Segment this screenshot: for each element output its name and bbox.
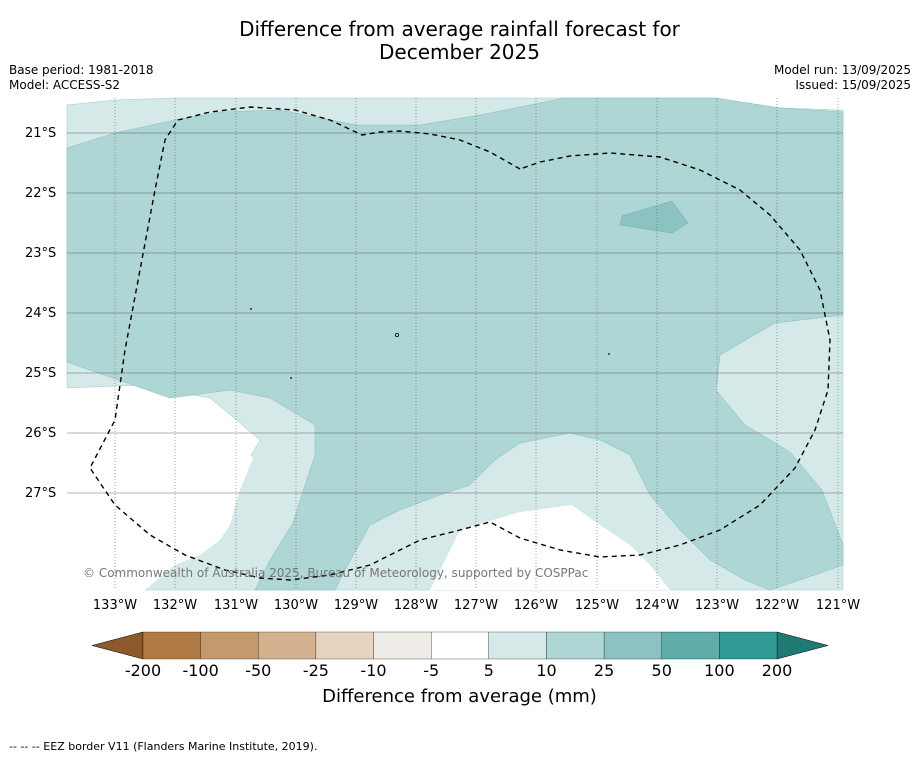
lon-label: 123°W bbox=[694, 598, 740, 613]
title-line-2: December 2025 bbox=[379, 40, 540, 64]
lon-label: 127°W bbox=[453, 598, 499, 613]
lon-label: 122°W bbox=[754, 598, 800, 613]
lat-label: 22°S bbox=[25, 186, 57, 201]
lon-label: 131°W bbox=[213, 598, 259, 613]
copyright-notice: © Commonwealth of Australia 2025, Bureau… bbox=[83, 566, 589, 580]
colorbar-segment bbox=[719, 631, 778, 660]
chart-title: Difference from average rainfall forecas… bbox=[0, 18, 919, 64]
lon-gridlines bbox=[114, 98, 839, 590]
colorbar-tick: 25 bbox=[593, 661, 615, 680]
colorbar-tick: 10 bbox=[536, 661, 557, 680]
lon-label: 129°W bbox=[333, 598, 379, 613]
lat-label: 27°S bbox=[25, 486, 57, 501]
colorbar-tick: 50 bbox=[651, 661, 672, 680]
lon-label: 132°W bbox=[152, 598, 198, 613]
colorbar-tick: 5 bbox=[483, 661, 494, 680]
colorbar-tick: -200 bbox=[124, 661, 162, 680]
lon-label: 133°W bbox=[92, 598, 138, 613]
issued-date: Issued: 15/09/2025 bbox=[795, 78, 911, 92]
colorbar-segments bbox=[142, 631, 778, 660]
colorbar-segment bbox=[488, 631, 547, 660]
colorbar-segment bbox=[603, 631, 662, 660]
colorbar-segment bbox=[431, 631, 489, 660]
colorbar-tick: 100 bbox=[704, 661, 735, 680]
band-white-left bbox=[67, 400, 253, 590]
colorbar-segment bbox=[315, 631, 374, 660]
lat-label: 24°S bbox=[25, 306, 57, 321]
lon-label: 126°W bbox=[513, 598, 559, 613]
colorbar-segment bbox=[200, 631, 259, 660]
colorbar-high-arrow bbox=[776, 631, 829, 660]
lat-label: 25°S bbox=[25, 366, 57, 381]
colorbar-low-arrow bbox=[91, 631, 144, 660]
lon-label: 125°W bbox=[574, 598, 620, 613]
base-period: Base period: 1981-2018 bbox=[9, 63, 154, 77]
colorbar-tick: -25 bbox=[302, 661, 329, 680]
meta-right: Model run: 13/09/2025 Issued: 15/09/2025 bbox=[774, 63, 911, 93]
band-25-50 bbox=[619, 200, 689, 234]
colorbar-segment bbox=[258, 631, 317, 660]
map bbox=[66, 97, 844, 591]
lat-gridlines bbox=[67, 132, 843, 494]
meta-left: Base period: 1981-2018 Model: ACCESS-S2 bbox=[9, 63, 154, 93]
model-run: Model run: 13/09/2025 bbox=[773, 63, 911, 77]
colorbar-label: Difference from average (mm) bbox=[322, 686, 597, 707]
title-line-1: Difference from average rainfall forecas… bbox=[239, 17, 680, 41]
colorbar-segment bbox=[373, 631, 432, 660]
lon-label: 128°W bbox=[393, 598, 439, 613]
colorbar-tick: -100 bbox=[182, 661, 219, 680]
colorbar-tick: 200 bbox=[761, 661, 793, 680]
lon-label: 121°W bbox=[815, 598, 861, 613]
eez-border bbox=[89, 106, 831, 581]
lon-label: 124°W bbox=[634, 598, 680, 613]
colorbar-segment bbox=[661, 631, 720, 660]
lat-label: 23°S bbox=[25, 246, 57, 261]
colorbar-segment bbox=[546, 631, 605, 660]
lat-label: 26°S bbox=[25, 426, 57, 441]
colorbar-tick: -10 bbox=[360, 661, 387, 680]
lon-label: 130°W bbox=[273, 598, 319, 613]
colorbar-tick: -50 bbox=[245, 661, 272, 680]
islands bbox=[250, 308, 610, 379]
model-name: Model: ACCESS-S2 bbox=[9, 78, 121, 92]
colorbar-segment bbox=[142, 631, 201, 660]
lat-label: 21°S bbox=[25, 126, 57, 141]
eez-footnote: -- -- -- EEZ border V11 (Flanders Marine… bbox=[9, 740, 318, 753]
colorbar-tick: -5 bbox=[423, 661, 440, 680]
